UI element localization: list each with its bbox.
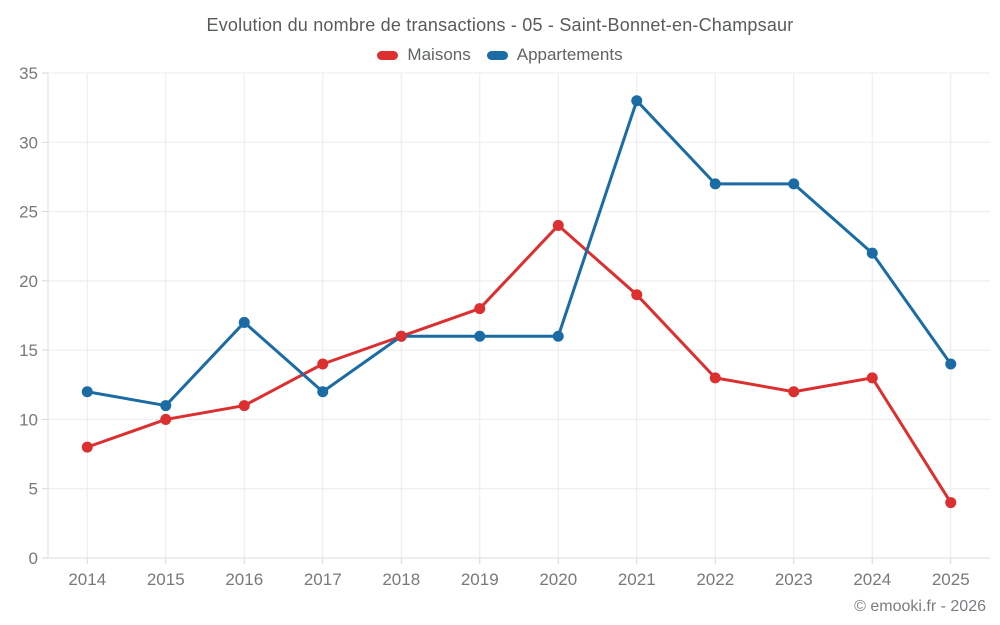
chart-title: Evolution du nombre de transactions - 05… [206,15,794,35]
legend-item-maisons[interactable]: Maisons [377,45,471,65]
x-axis-tick-label: 2017 [304,570,342,589]
data-point-appartements-2024[interactable] [866,247,878,259]
data-point-maisons-2020[interactable] [552,219,564,231]
data-point-appartements-2017[interactable] [317,386,329,398]
appartements-legend-label: Appartements [516,45,623,64]
y-axis-tick-label: 25 [19,203,38,222]
data-point-appartements-2015[interactable] [160,400,172,412]
data-point-appartements-2021[interactable] [631,95,643,107]
data-point-maisons-2022[interactable] [709,372,721,384]
data-point-appartements-2023[interactable] [788,178,800,190]
data-point-appartements-2022[interactable] [709,178,721,190]
x-axis-tick-label: 2023 [775,570,813,589]
data-point-maisons-2017[interactable] [317,358,329,370]
data-point-appartements-2025[interactable] [945,358,957,370]
series-line-appartements [85,99,953,408]
data-point-appartements-2014[interactable] [81,386,93,398]
y-axis-tick-label: 10 [19,410,38,429]
x-axis-tick-label: 2019 [461,570,499,589]
appartements-legend-swatch-icon [486,50,508,60]
y-axis-tick-label: 0 [29,549,38,568]
data-point-maisons-2014[interactable] [81,441,93,453]
data-point-maisons-2023[interactable] [788,386,800,398]
data-point-maisons-2019[interactable] [474,303,486,315]
x-axis-tick-label: 2014 [68,570,106,589]
x-axis-tick-label: 2024 [853,570,891,589]
data-point-maisons-2016[interactable] [238,400,250,412]
y-axis-tick-label: 15 [19,341,38,360]
data-point-maisons-2021[interactable] [631,289,643,301]
chart-legend: Maisons Appartements [0,45,1000,65]
data-point-maisons-2018[interactable] [395,330,407,342]
maisons-legend-swatch-icon [377,50,399,60]
x-axis-tick-label: 2020 [539,570,577,589]
maisons-legend-label: Maisons [407,45,471,64]
x-axis-tick-label: 2018 [382,570,420,589]
y-axis-tick-label: 30 [19,133,38,152]
data-point-maisons-2015[interactable] [160,413,172,425]
data-point-maisons-2024[interactable] [866,372,878,384]
data-point-appartements-2020[interactable] [552,330,564,342]
data-point-maisons-2025[interactable] [945,497,957,509]
x-axis-tick-label: 2015 [147,570,185,589]
x-axis-tick-label: 2016 [225,570,263,589]
data-point-appartements-2016[interactable] [238,316,250,328]
x-axis-tick-label: 2021 [618,570,656,589]
x-axis-tick-label: 2022 [696,570,734,589]
y-axis-tick-label: 35 [19,64,38,83]
y-axis-tick-label: 20 [19,272,38,291]
series-line-maisons [85,223,953,505]
legend-item-appartements[interactable]: Appartements [486,45,623,65]
x-axis-tick-label: 2025 [932,570,970,589]
copyright-footer: © emooki.fr - 2026 [854,598,986,615]
y-axis-tick-label: 5 [29,480,38,499]
data-point-appartements-2019[interactable] [474,330,486,342]
